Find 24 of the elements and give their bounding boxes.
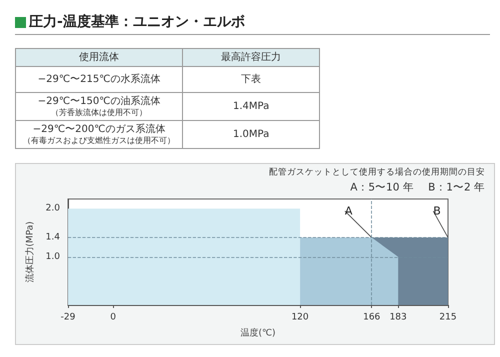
text: 圧力-温度基準：ユニオン・エルボ [29,13,245,31]
y-tick-label: 1.0 [46,252,60,262]
text: 1.4MPa [232,100,270,113]
text: A：5〜10 年 B：1〜2 年 [350,182,486,194]
x-tick-label: 166 [363,312,381,322]
x-tick-label: 183 [390,312,407,322]
x-tick-label: 0 [110,312,116,322]
text: 使用流体 [18,51,180,64]
x-tick-label: 215 [439,312,457,322]
y-tick-label: 1.4 [46,232,60,243]
text: 1.0MPa [232,128,270,141]
text: 下表 [240,73,262,86]
series-label: A [344,204,353,218]
y-tick-label: 2.0 [46,204,60,214]
text: −29℃〜150℃の油系流体（芳香族流体は使用不可） [18,95,180,118]
x-tick-label: -29 [60,312,76,322]
series-label: B [433,204,441,218]
text: −29℃〜215℃の水系流体 [36,73,162,86]
x-tick-label: 120 [291,312,309,322]
y-axis-title: 流体圧力(MPa) [24,221,36,283]
text: 最高許容圧力 [185,51,317,64]
text: −29℃〜200℃のガス系流体（有毒ガスおよび支燃性ガスは使用不可） [18,123,180,146]
text: 配管ガスケットとして使用する場合の使用期間の目安 [269,166,485,178]
x-axis-title: 温度(℃) [240,328,276,338]
